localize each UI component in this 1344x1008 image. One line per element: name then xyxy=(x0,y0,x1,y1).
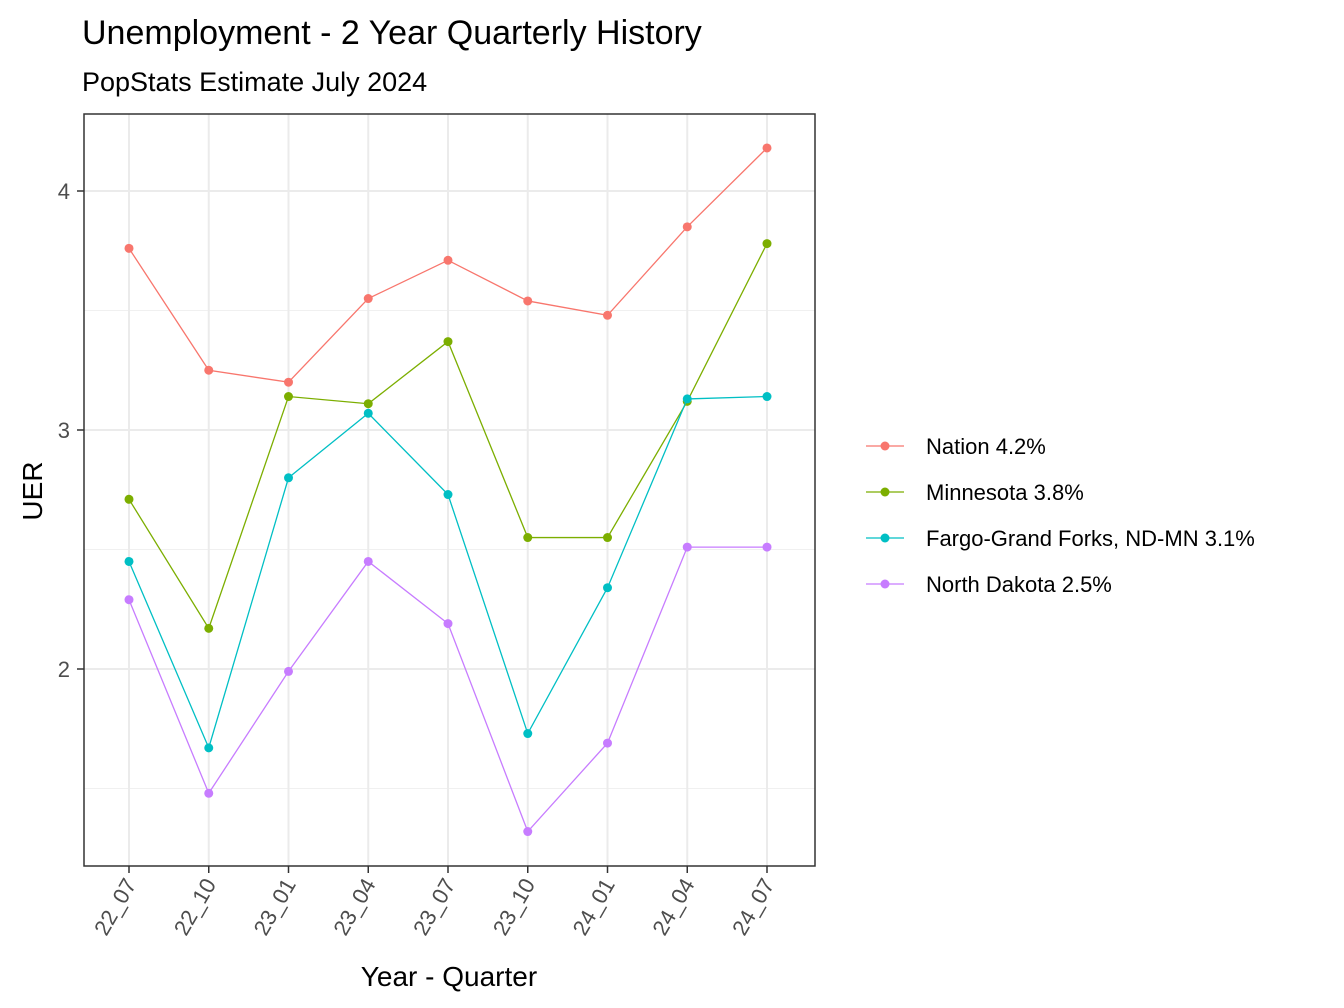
data-point xyxy=(603,583,612,593)
data-point xyxy=(762,542,772,552)
data-point xyxy=(124,595,134,605)
data-point xyxy=(284,473,293,483)
data-point xyxy=(204,365,214,375)
data-point xyxy=(762,239,772,249)
x-axis: 22_07 22_10 23_01 23_04 23_07 23_10 24_01 24_04… xyxy=(89,866,779,939)
x-tick-label: 23_07 xyxy=(408,874,460,939)
x-tick-label: 23_01 xyxy=(249,874,301,939)
data-point xyxy=(204,743,214,753)
x-tick-label: 24_04 xyxy=(647,874,699,939)
data-point xyxy=(284,666,293,676)
data-point xyxy=(682,394,692,404)
data-point xyxy=(363,294,373,304)
legend-key-point xyxy=(880,441,890,451)
chart-title: Unemployment - 2 Year Quarterly History xyxy=(82,14,702,52)
legend-label: North Dakota 2.5% xyxy=(926,572,1112,597)
data-point xyxy=(443,619,453,629)
data-point xyxy=(284,392,293,402)
x-tick-label: 23_04 xyxy=(328,874,380,939)
panel-border xyxy=(83,113,816,867)
x-tick-label: 22_07 xyxy=(89,874,141,939)
y-tick-label: 3 xyxy=(58,418,70,443)
legend-label: Nation 4.2% xyxy=(926,434,1046,459)
data-point xyxy=(682,222,692,232)
data-point xyxy=(443,255,453,265)
series-1 xyxy=(124,143,772,387)
data-point xyxy=(363,399,373,409)
data-point xyxy=(124,243,134,253)
legend-item: Nation 4.2% xyxy=(866,434,1046,459)
legend-label: Minnesota 3.8% xyxy=(926,480,1084,505)
legend: Nation 4.2% Minnesota 3.8% Fargo-Grand For… xyxy=(866,434,1255,597)
data-point xyxy=(284,377,293,387)
legend-key-point xyxy=(880,487,890,497)
legend-key-point xyxy=(880,579,890,589)
data-point xyxy=(124,494,134,504)
x-tick-label: 24_01 xyxy=(568,874,620,939)
x-tick-label: 22_10 xyxy=(169,874,221,939)
x-tick-label: 24_07 xyxy=(727,874,779,939)
y-axis-title: UER xyxy=(17,461,48,520)
data-point xyxy=(682,542,692,552)
data-point xyxy=(523,533,533,543)
data-point xyxy=(523,729,533,739)
data-point xyxy=(762,392,772,402)
data-point xyxy=(443,337,453,347)
data-point xyxy=(603,738,612,748)
data-point xyxy=(204,623,214,633)
series-4 xyxy=(124,542,772,837)
x-axis-title: Year - Quarter xyxy=(361,961,537,992)
x-tick-label: 23_10 xyxy=(488,874,540,939)
data-point xyxy=(124,556,134,566)
legend-item: North Dakota 2.5% xyxy=(866,572,1112,597)
data-point xyxy=(443,490,453,500)
plot-panel xyxy=(83,113,816,867)
series-layer xyxy=(124,143,772,837)
data-point xyxy=(523,827,533,837)
data-point xyxy=(363,556,373,566)
legend-key-point xyxy=(880,533,890,543)
legend-item: Fargo-Grand Forks, ND-MN 3.1% xyxy=(866,526,1255,551)
data-point xyxy=(363,408,373,418)
data-point xyxy=(762,143,772,153)
series-3 xyxy=(124,392,772,753)
legend-item: Minnesota 3.8% xyxy=(866,480,1084,505)
data-point xyxy=(603,310,612,320)
y-axis: 2 3 4 xyxy=(58,179,84,682)
legend-label: Fargo-Grand Forks, ND-MN 3.1% xyxy=(926,526,1255,551)
data-point xyxy=(603,533,612,543)
data-point xyxy=(523,296,533,306)
data-point xyxy=(204,788,214,798)
y-tick-label: 4 xyxy=(58,179,70,204)
y-tick-label: 2 xyxy=(58,657,70,682)
chart-subtitle: PopStats Estimate July 2024 xyxy=(82,67,427,97)
